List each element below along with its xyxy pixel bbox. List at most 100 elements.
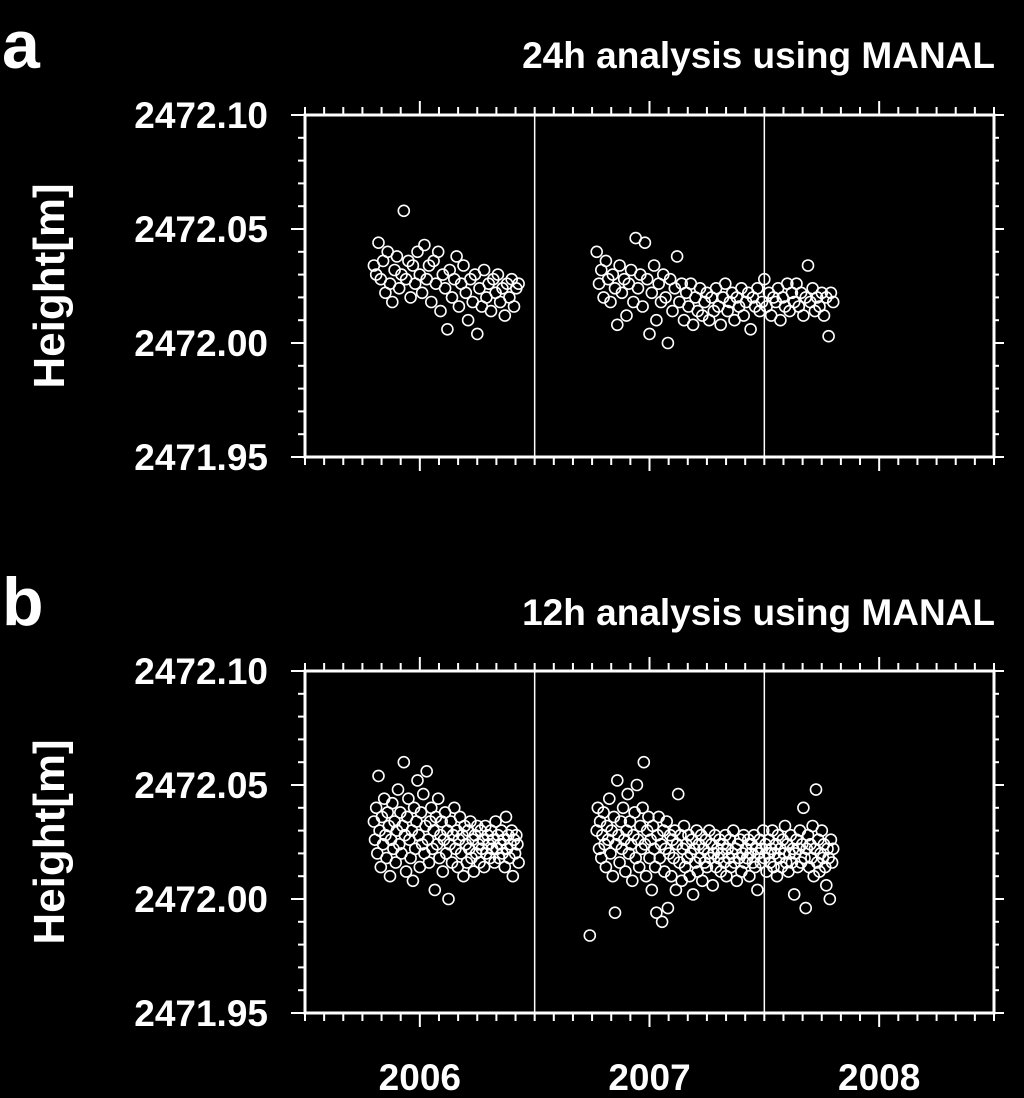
data-point — [630, 778, 644, 792]
data-point — [614, 815, 628, 828]
data-point — [385, 796, 399, 810]
data-point — [787, 888, 801, 901]
data-point — [778, 819, 792, 833]
data-point — [726, 824, 740, 837]
data-point — [636, 300, 649, 313]
data-point — [810, 291, 824, 304]
data-point — [442, 892, 455, 906]
data-point — [608, 906, 622, 920]
data-point — [459, 286, 473, 300]
data-point — [686, 888, 700, 901]
data-point — [823, 892, 837, 906]
panel-b: b 12h analysis using MANAL Height[m] 2472.1… — [2, 564, 1004, 1098]
data-point — [687, 842, 701, 856]
data-point — [617, 272, 631, 286]
y-tick-label: 2472.00 — [134, 879, 268, 920]
data-point — [512, 277, 525, 291]
data-point — [402, 254, 415, 268]
data-point — [616, 801, 630, 815]
data-point — [414, 806, 428, 819]
data-point — [799, 901, 813, 915]
x-tick-label: 2008 — [838, 1057, 920, 1098]
data-point — [486, 272, 500, 286]
data-point — [744, 322, 757, 336]
data-point — [822, 329, 835, 343]
data-point — [426, 842, 439, 856]
data-point — [613, 259, 626, 272]
data-point — [671, 787, 685, 801]
data-point — [721, 304, 734, 318]
data-point — [606, 268, 620, 281]
data-point — [506, 869, 520, 883]
data-point — [489, 815, 502, 828]
data-point — [645, 286, 659, 300]
data-point — [383, 869, 397, 883]
data-point — [464, 815, 477, 828]
y-tick-label: 2472.10 — [134, 95, 268, 136]
data-point — [496, 281, 509, 295]
data-point — [447, 272, 461, 286]
data-point — [406, 259, 420, 272]
data-point — [664, 869, 678, 883]
data-point — [637, 755, 651, 769]
data-point — [457, 869, 470, 883]
data-point — [447, 801, 461, 815]
data-point — [406, 874, 420, 888]
y-axis-label: Height[m] — [25, 739, 74, 944]
y-tick-label: 2471.95 — [134, 993, 268, 1034]
data-point — [424, 295, 438, 309]
data-point — [787, 295, 801, 309]
data-point — [707, 304, 721, 318]
data-point — [445, 291, 459, 304]
data-point — [372, 236, 385, 249]
chart-title: 12h analysis using MANAL — [522, 592, 995, 633]
data-point — [390, 250, 404, 263]
data-point — [645, 883, 659, 897]
data-point — [385, 295, 399, 309]
data-point — [621, 787, 635, 801]
data-point — [755, 295, 769, 309]
data-point — [604, 847, 617, 860]
data-point — [488, 856, 501, 869]
data-point — [498, 309, 512, 322]
data-point — [395, 268, 408, 281]
data-point — [402, 792, 415, 806]
data-point — [391, 783, 405, 796]
data-point — [438, 281, 452, 295]
data-point — [460, 856, 474, 869]
data-point — [397, 755, 411, 769]
data-point — [491, 268, 505, 281]
y-tick-label: 2472.10 — [134, 651, 268, 692]
data-point — [411, 774, 424, 787]
data-point — [601, 272, 615, 286]
data-point — [604, 295, 617, 309]
data-point — [824, 286, 838, 300]
data-point — [415, 286, 429, 300]
data-point — [418, 238, 431, 252]
chart-title: 24h analysis using MANAL — [522, 35, 995, 76]
data-point — [467, 865, 481, 878]
data-point — [434, 304, 447, 318]
data-point — [693, 281, 707, 295]
data-point — [369, 268, 383, 281]
data-point — [613, 856, 626, 869]
data-point — [639, 869, 653, 883]
data-point — [825, 856, 839, 869]
data-point — [654, 837, 668, 851]
panel-letter: b — [2, 564, 44, 640]
data-point — [482, 277, 496, 291]
data-point — [620, 309, 633, 322]
y-tick-label: 2471.95 — [134, 437, 268, 478]
x-tick-label: 2007 — [608, 1057, 690, 1098]
data-point — [771, 828, 785, 842]
data-point — [661, 336, 675, 350]
data-point — [817, 309, 831, 322]
data-point — [751, 281, 764, 295]
data-point — [619, 865, 632, 878]
data-point — [441, 322, 454, 336]
data-point — [706, 878, 720, 892]
data-point — [772, 851, 786, 865]
data-point — [809, 783, 823, 796]
data-point — [794, 286, 808, 300]
